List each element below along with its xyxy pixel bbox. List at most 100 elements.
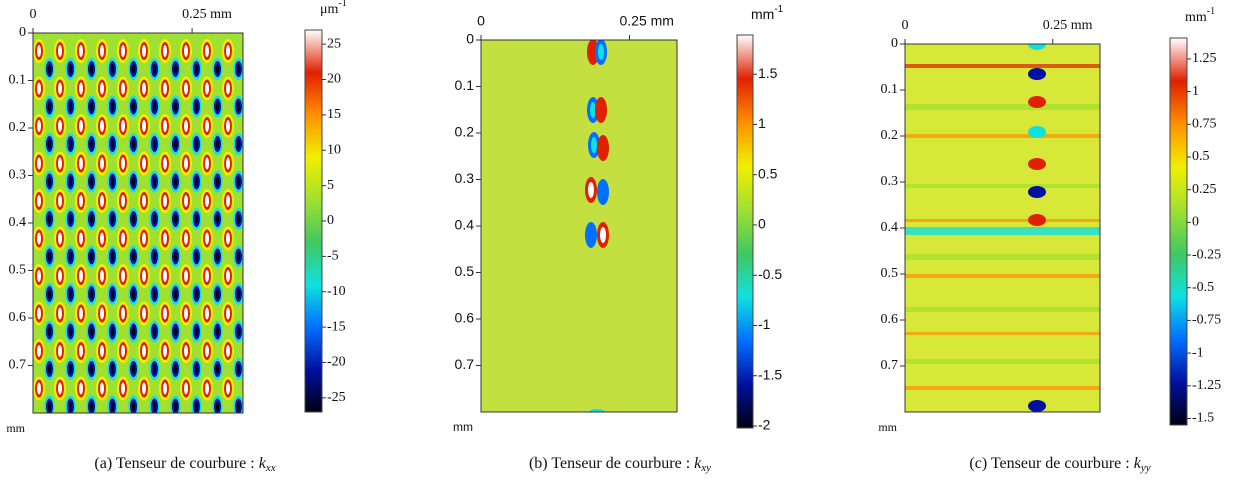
field-blob	[132, 214, 135, 224]
colorbar-tick-label: 0.5	[758, 165, 778, 181]
field-blob	[237, 401, 240, 412]
field-stripe	[905, 64, 1100, 68]
field-blob	[588, 227, 594, 243]
field-blob	[111, 289, 114, 299]
colorbar-tick-label: 20	[327, 72, 341, 87]
field-blob	[90, 64, 93, 74]
field-blob	[174, 176, 177, 187]
colorbar-tick-label: -2	[758, 417, 771, 433]
field-blob	[58, 82, 62, 95]
field-blob	[132, 326, 135, 337]
field-blob	[121, 382, 125, 395]
unit-base: μm	[320, 2, 339, 17]
field-blob	[237, 64, 240, 74]
field-blob	[142, 82, 146, 95]
unit-power: -1	[338, 0, 346, 9]
panel: 0 0.25 mm 0 0.1 0.2 0.3 0.4 0.5 0.6 0.7 mm 1.5 1 0.5 0…	[453, 4, 784, 435]
field-blob	[237, 251, 240, 262]
unit-power: -1	[1207, 6, 1215, 17]
colorbar-tick-label: -1.5	[758, 366, 782, 382]
colorbar-unit: mm-1	[751, 4, 784, 22]
field-blob	[184, 82, 188, 95]
colorbar-tick-label: 0.75	[1192, 117, 1217, 132]
field-stripe	[905, 359, 1100, 364]
field-blob	[153, 364, 156, 374]
caption-text: (a) Tenseur de courbure :	[94, 455, 258, 472]
field-blob	[216, 289, 219, 299]
field-stripe	[905, 104, 1100, 110]
field-blob	[226, 82, 230, 95]
field-blob	[48, 176, 51, 187]
field-blob	[195, 289, 198, 299]
field-blob	[48, 214, 51, 224]
field-blob	[226, 232, 230, 245]
caption: (b) Tenseur de courbure : kxy	[529, 455, 711, 474]
field-blob	[205, 232, 209, 245]
field-blob	[163, 120, 167, 132]
field-blob	[37, 382, 41, 395]
field-blob	[216, 326, 219, 337]
field-blob	[90, 364, 93, 374]
field-blob	[121, 82, 125, 95]
field-blob	[237, 289, 240, 299]
field-blob	[600, 227, 606, 243]
field-blob	[58, 195, 62, 207]
field-blob	[588, 182, 594, 198]
field-blob	[121, 307, 125, 320]
field-blob	[205, 270, 209, 282]
field-blob	[163, 195, 167, 207]
field-blob	[121, 270, 125, 282]
field-stripe	[905, 219, 1100, 222]
field-blob	[142, 120, 146, 132]
field-blob	[79, 157, 83, 170]
field-blob	[1028, 68, 1046, 80]
colorbar-tick-label: -10	[327, 284, 346, 299]
x-tick-label: 0	[30, 7, 37, 22]
colorbar-unit: mm-1	[1185, 6, 1215, 25]
field-blob	[111, 364, 114, 374]
field-blob	[37, 195, 41, 207]
field-blob	[37, 45, 41, 57]
colorbar-tick-label: 25	[327, 36, 341, 51]
y-axis-unit: mm	[6, 421, 25, 435]
field-blob	[1028, 44, 1046, 50]
y-tick-label: 0.3	[455, 170, 475, 186]
y-tick-label: 0.5	[9, 263, 27, 278]
field-blob	[1028, 158, 1046, 170]
field-blob	[163, 307, 167, 320]
field-blob	[195, 326, 198, 337]
field-blob	[132, 289, 135, 299]
colorbar-tick-label: 1.25	[1192, 51, 1217, 66]
caption-symbol: k	[694, 455, 702, 472]
field-blob	[58, 45, 62, 57]
field-blob	[184, 382, 188, 395]
field-blob	[226, 157, 230, 170]
colorbar-tick-label: 0.5	[1192, 149, 1210, 164]
heatmap-field	[905, 44, 1100, 412]
field-blob	[153, 214, 156, 224]
field-blob	[37, 120, 41, 132]
field-blob	[226, 307, 230, 320]
colorbar-tick-label: 0	[327, 213, 334, 228]
field-blob	[90, 251, 93, 262]
y-tick-label: 0	[19, 25, 26, 40]
y-tick-label: 0.1	[455, 77, 475, 93]
field-blob	[132, 251, 135, 262]
caption-text: (b) Tenseur de courbure :	[529, 455, 694, 472]
field-blob	[69, 289, 72, 299]
field-blob	[111, 401, 114, 412]
field-blob	[237, 364, 240, 374]
field-blob	[142, 195, 146, 207]
field-blob	[184, 45, 188, 57]
field-blob	[79, 345, 83, 357]
field-blob	[142, 45, 146, 57]
field-blob	[195, 401, 198, 412]
field-blob	[184, 232, 188, 245]
unit-power: -1	[774, 4, 783, 15]
field-blob	[142, 345, 146, 357]
field-blob	[142, 232, 146, 245]
field-blob	[1028, 400, 1046, 412]
field-blob	[58, 307, 62, 320]
field-blob	[195, 64, 198, 74]
y-tick-label: 0.6	[455, 310, 475, 326]
